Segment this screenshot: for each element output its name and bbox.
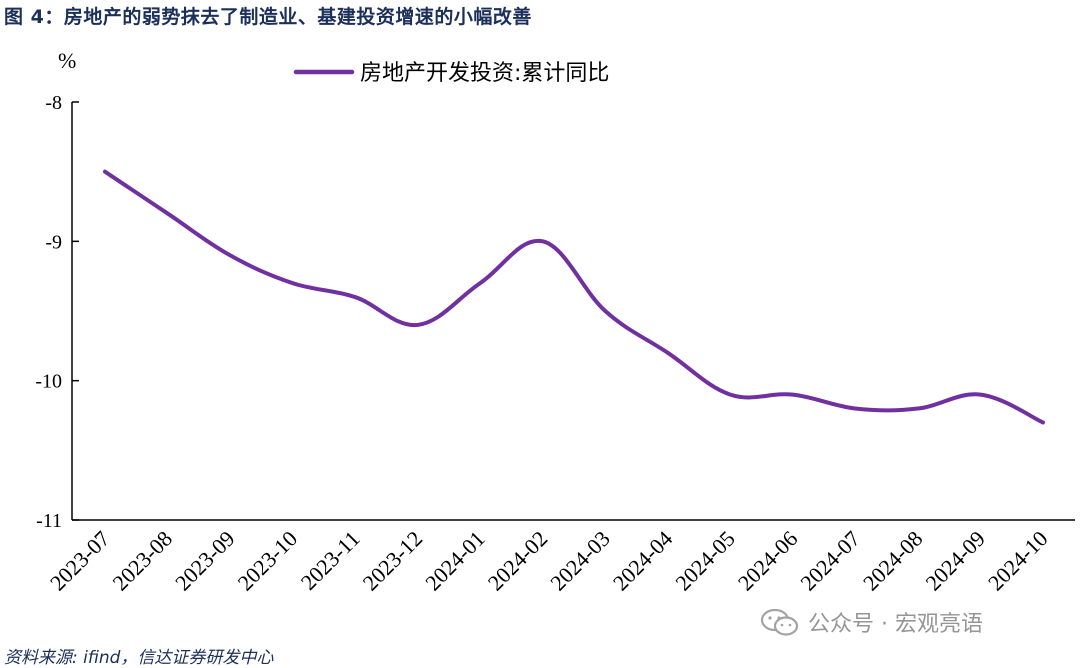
y-axis-label: % xyxy=(58,48,76,73)
x-tick-label: 2024-09 xyxy=(920,526,990,596)
source-note: 资料来源: ifind，信达证券研发中心 xyxy=(4,648,274,668)
legend-label: 房地产开发投资:累计同比 xyxy=(360,61,609,86)
x-tick-label: 2024-03 xyxy=(545,526,615,596)
watermark-text: 公众号 · 宏观亮语 xyxy=(808,612,983,637)
figure-title: 图 4：房地产的弱势抹去了制造业、基建投资增速的小幅改善 xyxy=(4,6,532,28)
x-tick-label: 2024-10 xyxy=(983,526,1053,596)
x-tick-label: 2023-07 xyxy=(45,526,115,596)
y-tick-label: -9 xyxy=(45,231,62,253)
x-tick-label: 2024-04 xyxy=(608,526,678,596)
x-tick-label: 2024-01 xyxy=(420,526,490,596)
y-tick-label: -11 xyxy=(36,510,62,532)
x-tick-label: 2023-09 xyxy=(170,526,240,596)
y-tick-label: -10 xyxy=(35,371,62,393)
x-tick-label: 2024-06 xyxy=(733,526,803,596)
x-tick-label: 2024-08 xyxy=(858,526,928,596)
x-tick-label: 2024-02 xyxy=(483,526,553,596)
y-tick-label: -8 xyxy=(45,92,62,114)
x-tick-label: 2023-12 xyxy=(358,526,428,596)
x-tick-label: 2024-05 xyxy=(670,526,740,596)
x-tick-label: 2023-10 xyxy=(233,526,303,596)
series-line xyxy=(103,169,1045,425)
x-tick-label: 2024-07 xyxy=(795,526,865,596)
wechat-icon xyxy=(760,608,799,636)
x-tick-label: 2023-08 xyxy=(108,526,178,596)
watermark: 公众号 · 宏观亮语 xyxy=(760,606,983,638)
x-tick-label: 2023-11 xyxy=(296,526,365,595)
